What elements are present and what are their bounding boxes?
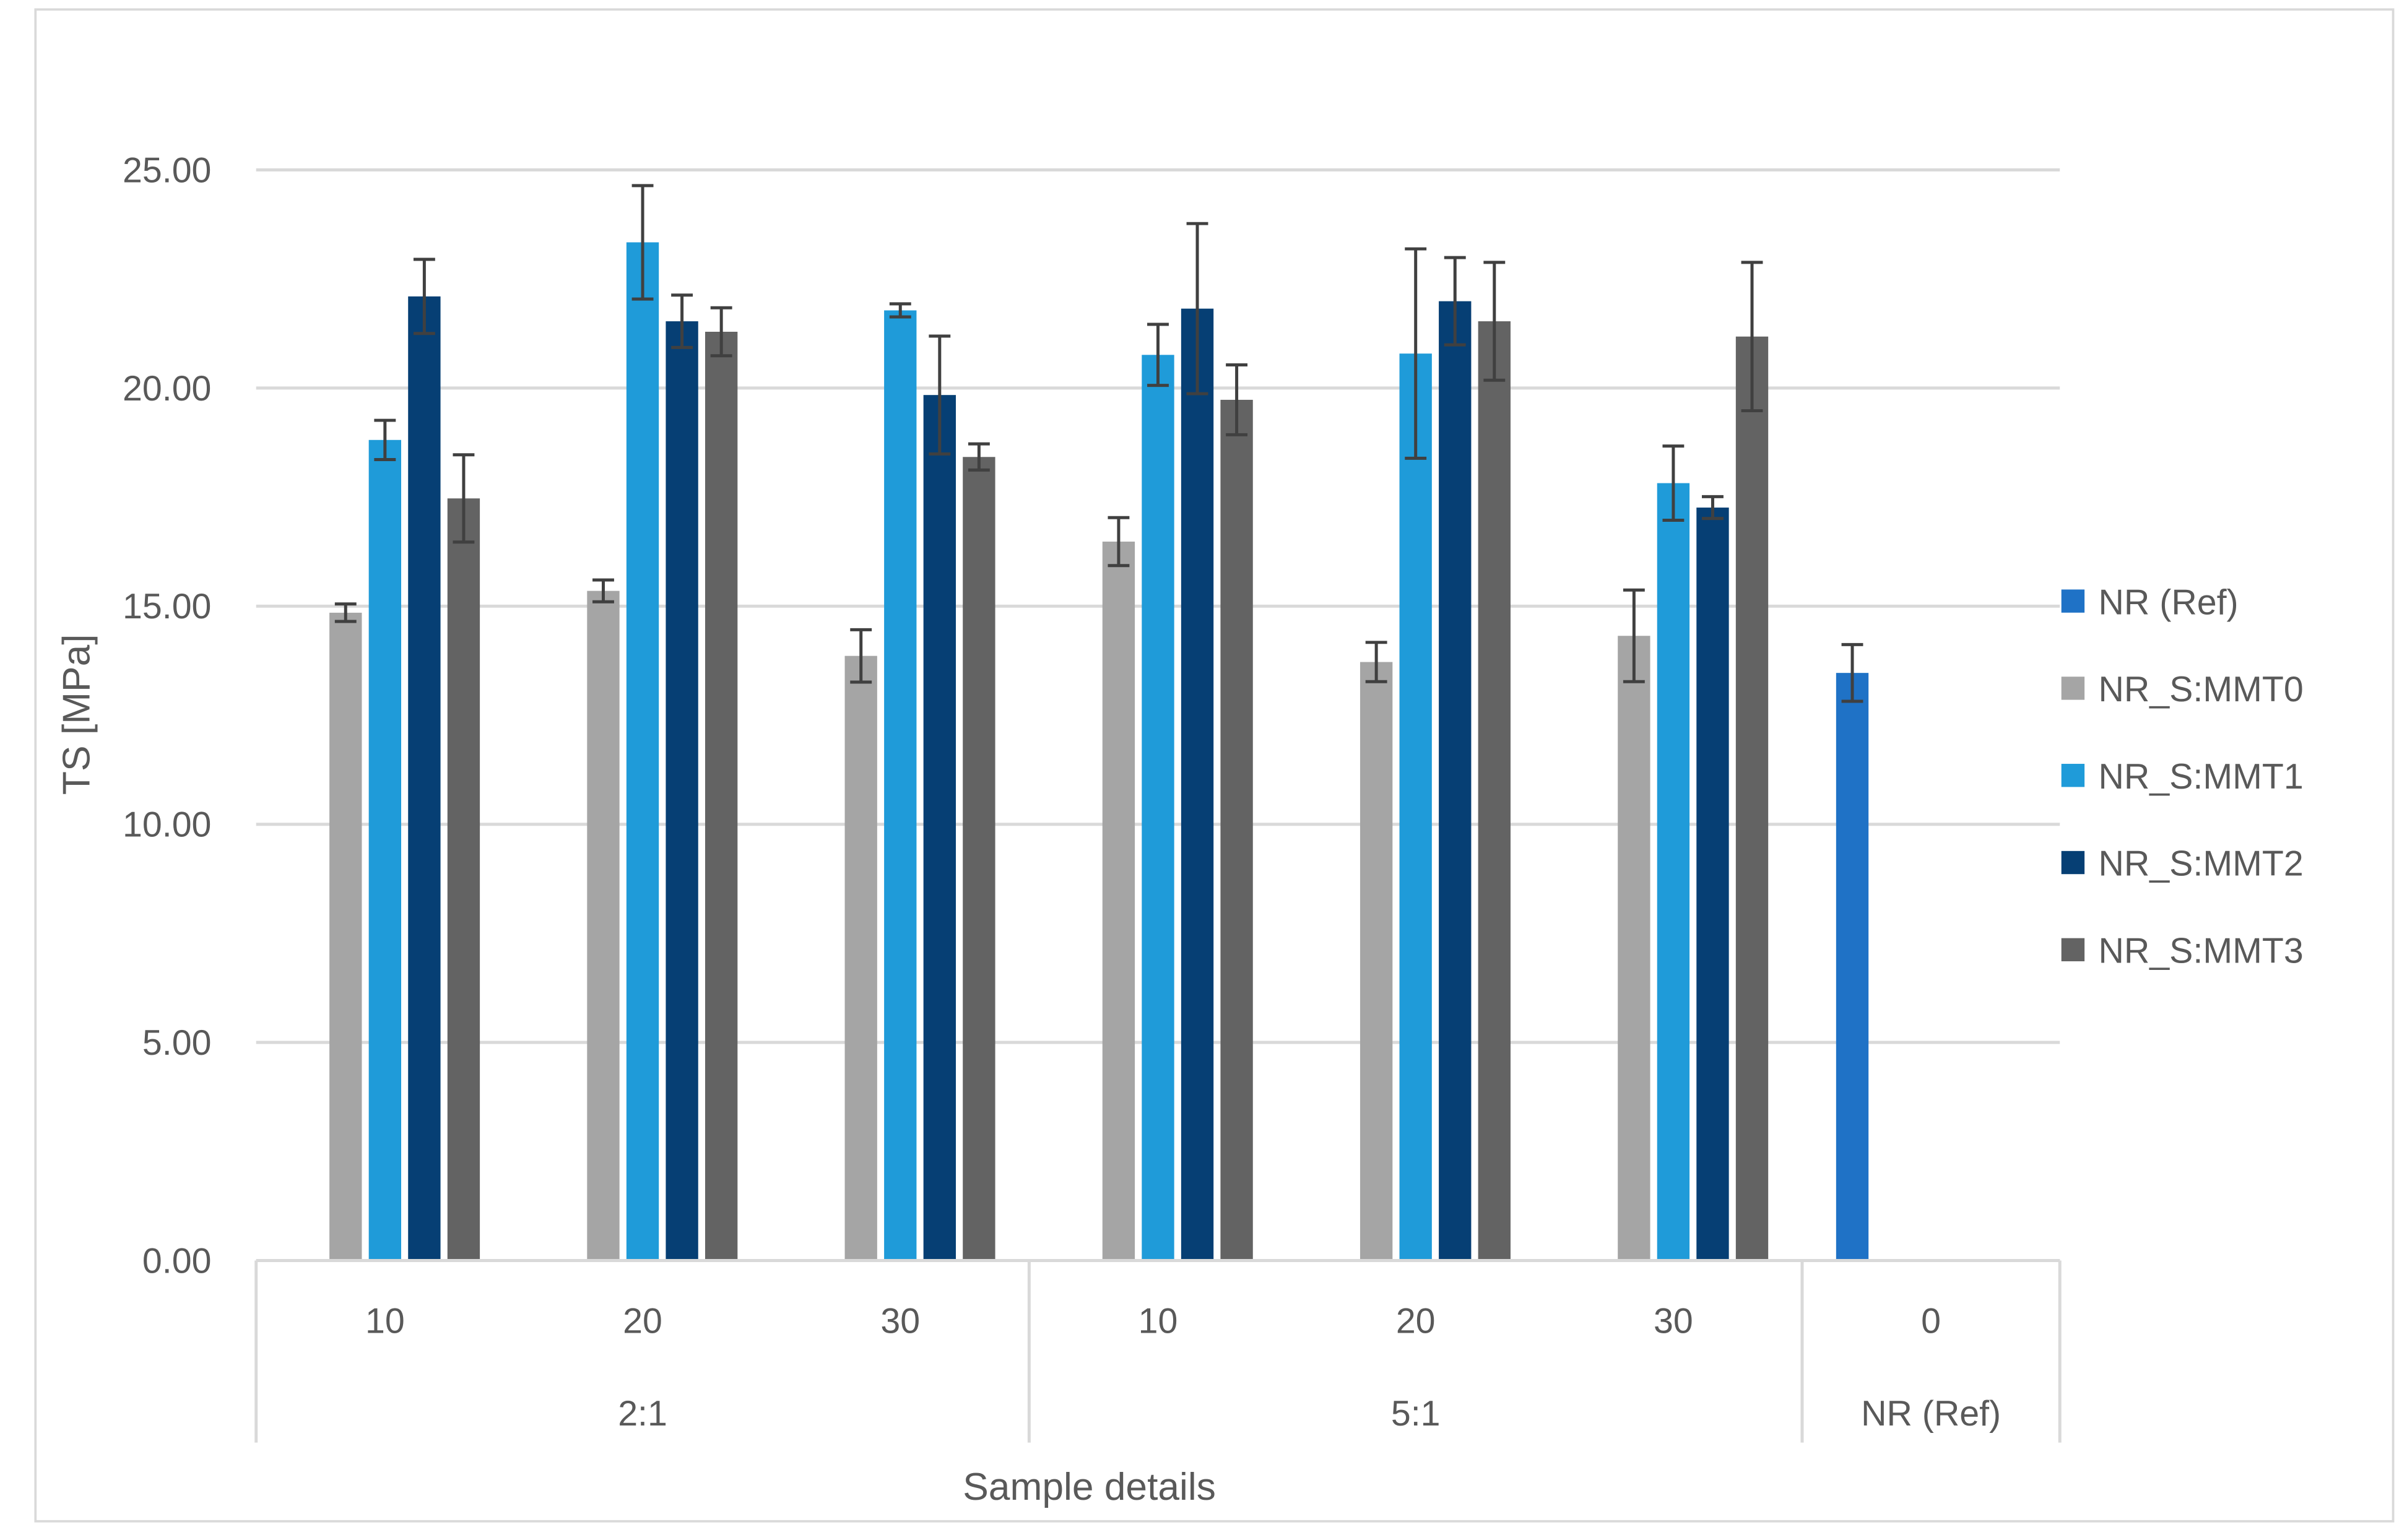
bar <box>884 310 917 1261</box>
y-tick-label: 20.00 <box>123 369 211 409</box>
bar <box>963 457 995 1261</box>
error-bar <box>1483 261 1506 382</box>
error-bar <box>1741 261 1763 413</box>
bars <box>329 184 1869 1261</box>
x-axis-title: Sample details <box>963 1466 1216 1508</box>
bar <box>368 439 401 1261</box>
error-bar <box>1365 641 1387 683</box>
bar <box>666 321 698 1261</box>
error-bar <box>374 418 396 461</box>
bar <box>329 612 362 1261</box>
error-bar <box>671 293 693 349</box>
legend-item: NR_S:MMT1 <box>2061 757 2304 797</box>
error-bar <box>592 578 614 603</box>
bar <box>1399 353 1432 1261</box>
x-tick-label: 30 <box>880 1302 920 1341</box>
legend: NR (Ref) NR_S:MMT0 NR_S:MMT1 NR_S:MMT2 NR_S:… <box>2061 582 2304 971</box>
x-group-label: NR (Ref) <box>1861 1394 2001 1434</box>
error-bar <box>889 302 911 319</box>
bar <box>1696 508 1729 1261</box>
x-tick-label: 0 <box>1921 1302 1941 1341</box>
legend-item: NR_S:MMT3 <box>2061 932 2304 971</box>
error-bar <box>334 602 357 623</box>
legend-item: NR (Ref) <box>2061 582 2239 622</box>
error-bar <box>1841 642 1863 703</box>
error-bar <box>631 184 654 301</box>
legend-swatch <box>2061 589 2085 613</box>
bar <box>844 655 877 1261</box>
error-bar <box>850 628 872 684</box>
error-bar <box>710 306 732 358</box>
y-axis-ticks: 0.00 5.00 10.00 15.00 20.00 25.00 <box>123 150 211 1281</box>
x-axis: 10 20 30 2:1 10 20 30 5:1 0 NR (Ref) <box>254 1259 2062 1443</box>
error-bar <box>1147 322 1169 387</box>
legend-label: NR_S:MMT0 <box>2099 670 2304 709</box>
legend-item: NR_S:MMT0 <box>2061 670 2304 709</box>
error-bar <box>1405 247 1427 460</box>
legend-label: NR (Ref) <box>2099 582 2239 622</box>
legend-label: NR_S:MMT3 <box>2099 932 2304 971</box>
legend-swatch <box>2061 938 2085 962</box>
error-bar <box>968 442 990 472</box>
x-tick-label: 20 <box>1396 1302 1436 1341</box>
error-bar <box>453 453 475 544</box>
bar <box>1836 673 1869 1261</box>
bar <box>1360 662 1393 1261</box>
legend-label: NR_S:MMT1 <box>2099 757 2304 797</box>
error-bar <box>1444 256 1466 347</box>
error-bar <box>1226 363 1248 436</box>
bar <box>705 331 738 1261</box>
bar <box>1657 483 1690 1261</box>
y-tick-label: 15.00 <box>123 587 211 626</box>
bar <box>1478 321 1511 1261</box>
bar <box>1618 636 1650 1261</box>
x-tick-label: 30 <box>1654 1302 1693 1341</box>
error-bar <box>1623 588 1645 683</box>
error-bar <box>929 334 951 456</box>
legend-item: NR_S:MMT2 <box>2061 844 2304 884</box>
legend-swatch <box>2061 677 2085 700</box>
error-bar <box>1186 222 1208 396</box>
bar <box>1220 399 1253 1261</box>
x-group-label: 5:1 <box>1391 1394 1441 1434</box>
bar <box>626 242 659 1261</box>
bar <box>1102 542 1135 1261</box>
bar <box>1735 336 1769 1261</box>
error-bar <box>1662 444 1685 522</box>
bar <box>1181 308 1214 1261</box>
error-bar <box>413 257 435 335</box>
legend-swatch <box>2061 764 2085 787</box>
y-tick-label: 25.00 <box>123 150 211 190</box>
legend-swatch <box>2061 850 2085 875</box>
y-tick-label: 5.00 <box>142 1023 212 1063</box>
error-bar <box>1702 495 1724 521</box>
bar <box>1142 355 1174 1261</box>
bar <box>923 395 956 1261</box>
bar <box>587 590 620 1261</box>
y-tick-label: 0.00 <box>142 1241 212 1281</box>
y-axis-title: TS [MPa] <box>56 634 98 795</box>
x-tick-label: 10 <box>365 1302 405 1341</box>
x-tick-label: 10 <box>1138 1302 1178 1341</box>
bar <box>1439 301 1472 1261</box>
x-tick-label: 20 <box>623 1302 662 1341</box>
legend-label: NR_S:MMT2 <box>2099 844 2304 884</box>
bar <box>408 296 441 1261</box>
bar <box>447 498 480 1261</box>
y-tick-label: 10.00 <box>123 805 211 845</box>
error-bar <box>1108 516 1130 568</box>
x-group-label: 2:1 <box>618 1394 667 1434</box>
